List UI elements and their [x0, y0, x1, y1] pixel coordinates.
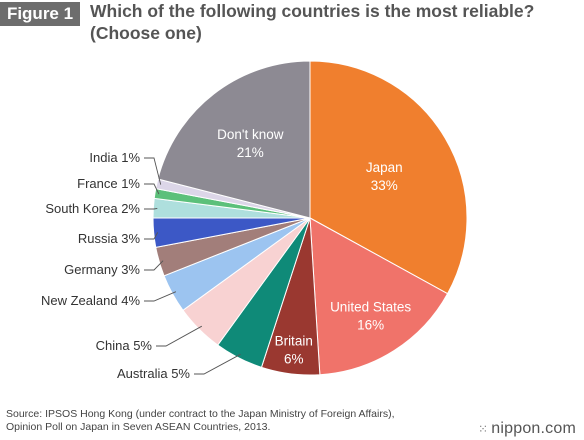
brand-mark: ⁙ nippon.com	[478, 420, 576, 438]
figure-label: Figure 1	[0, 2, 80, 26]
slice-label-australia: Australia 5%	[117, 366, 190, 381]
slice-label-russia: Russia 3%	[78, 231, 141, 246]
slice-label-new-zealand: New Zealand 4%	[41, 293, 140, 308]
pie-slice-united-states	[309, 217, 449, 376]
leader-line-new-zealand	[144, 291, 177, 302]
slice-label-france: France 1%	[77, 176, 140, 191]
source-note: Source: IPSOS Hong Kong (under contract …	[6, 408, 436, 434]
slice-label-germany: Germany 3%	[64, 262, 140, 277]
leader-line-india	[144, 157, 162, 185]
source-line-1: Source: IPSOS Hong Kong (under contract …	[6, 408, 395, 420]
pie-slice-japan	[309, 60, 468, 295]
chart-title-line-2: (Choose one)	[90, 23, 202, 43]
chart-title: Which of the following countries is the …	[90, 0, 580, 44]
brand-name: nippon.com	[491, 420, 576, 437]
slice-label-britain: Britain 6%	[275, 333, 313, 366]
leader-line-australia	[194, 353, 241, 375]
pie-slices	[152, 60, 468, 376]
source-line-2: Opinion Poll on Japan in Seven ASEAN Cou…	[6, 421, 271, 433]
leader-line-russia	[144, 232, 159, 240]
slice-label-china: China 5%	[96, 338, 153, 353]
leader-lines	[144, 157, 241, 375]
leader-line-germany	[144, 260, 164, 271]
nippon-logo-icon: ⁙	[478, 422, 489, 436]
slice-label-india: India 1%	[89, 150, 140, 165]
slice-label-united-states: United States 16%	[330, 299, 411, 332]
leader-line-china	[156, 325, 203, 347]
pie-slice-don-t-know	[157, 60, 311, 219]
slice-label-japan: Japan 33%	[366, 160, 403, 193]
leader-line-france	[144, 183, 160, 195]
slice-label-don-t-know: Don't know 21%	[217, 127, 284, 160]
slice-labels: Japan 33% United States 16% Britain 6% Austral…	[41, 127, 411, 381]
leader-line-south-korea	[144, 207, 158, 210]
chart-title-line-1: Which of the following countries is the …	[90, 1, 535, 21]
slice-label-south-korea: South Korea 2%	[45, 201, 140, 216]
